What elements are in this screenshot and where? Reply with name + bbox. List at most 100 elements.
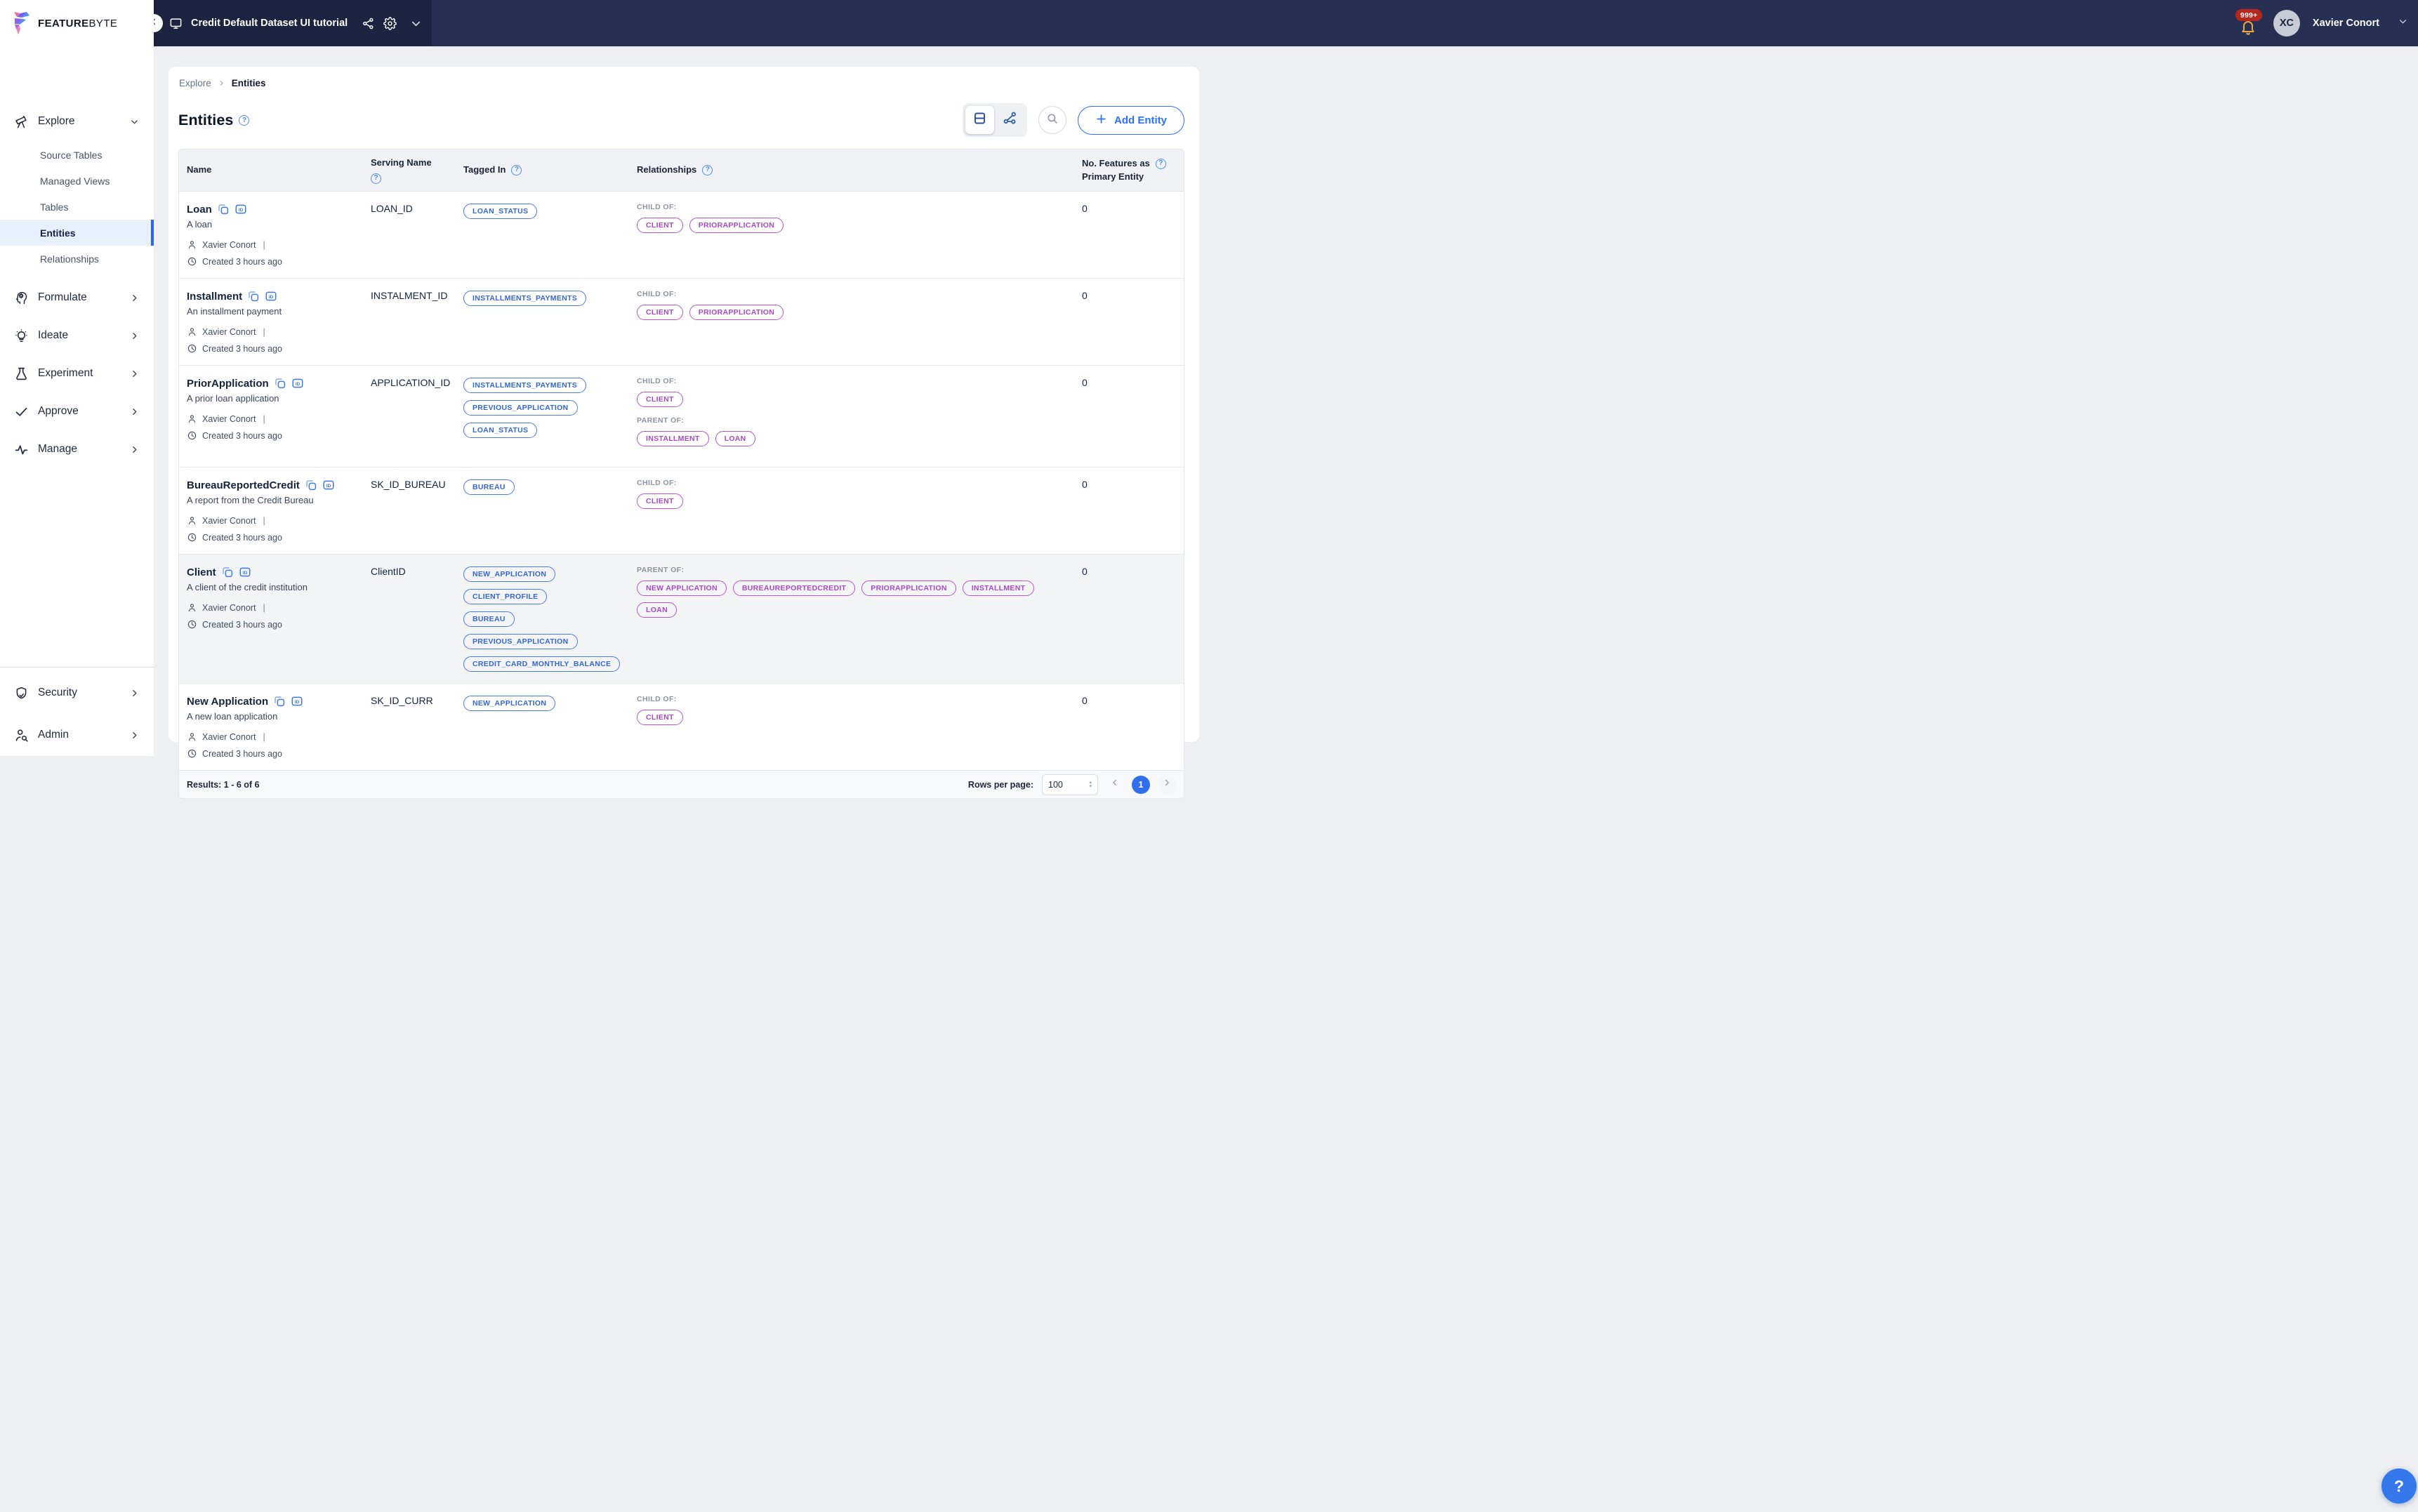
sidebar-item-relationships[interactable]: Relationships — [0, 246, 154, 272]
sidebar-section-ideate[interactable]: Ideate — [0, 319, 154, 352]
features-cell: 0 — [1082, 566, 1184, 672]
featurebyte-logo[interactable]: FEATUREBYTE — [0, 0, 154, 46]
relationship-pill[interactable]: NEW APPLICATION — [637, 581, 727, 596]
sidebar-section-approve[interactable]: Approve — [0, 395, 154, 427]
relationship-pill[interactable]: CLIENT — [637, 218, 683, 233]
relationship-pill[interactable]: CLIENT — [637, 493, 683, 509]
table-body: Loan ID A loan Xavier Conort| Created 3 … — [179, 192, 1184, 770]
tagged-in-pill[interactable]: LOAN_STATUS — [463, 423, 537, 438]
entity-name-link[interactable]: BureauReportedCredit — [187, 479, 300, 491]
sidebar-item-managed-views[interactable]: Managed Views — [0, 168, 154, 194]
relationship-pill[interactable]: CLIENT — [637, 710, 683, 725]
copy-icon[interactable] — [217, 203, 230, 215]
entity-name-link[interactable]: Loan — [187, 204, 212, 215]
relationship-pill[interactable]: INSTALLMENT — [963, 581, 1035, 596]
relationship-pill[interactable]: BUREAUREPORTEDCREDIT — [733, 581, 855, 596]
relationship-pill[interactable]: LOAN — [715, 431, 755, 446]
gear-icon[interactable] — [383, 17, 397, 30]
sidebar-section-explore[interactable]: Explore — [0, 105, 154, 138]
tagged-in-pill[interactable]: PREVIOUS_APPLICATION — [463, 634, 578, 649]
entity-name-link[interactable]: New Application — [187, 696, 268, 708]
relationship-group: CHILD OF:CLIENTPRIORAPPLICATION — [637, 290, 1082, 320]
tagged-in-pill[interactable]: LOAN_STATUS — [463, 204, 537, 219]
help-icon[interactable]: ? — [239, 115, 249, 126]
sidebar-section-label: Ideate — [38, 329, 68, 342]
sidebar-section-formulate[interactable]: Formulate — [0, 281, 154, 314]
relationships-cell: CHILD OF:CLIENT — [637, 479, 1082, 543]
help-icon[interactable]: ? — [702, 165, 713, 175]
id-badge-icon[interactable]: ID — [291, 377, 304, 390]
help-fab-button[interactable]: ? — [2381, 1468, 2417, 1504]
tagged-in-pill[interactable]: CLIENT_PROFILE — [463, 589, 547, 604]
relationship-pill[interactable]: PRIORAPPLICATION — [689, 305, 784, 320]
relationship-pill[interactable]: PRIORAPPLICATION — [689, 218, 784, 233]
tagged-in-pill[interactable]: INSTALLMENTS_PAYMENTS — [463, 378, 586, 393]
copy-icon[interactable] — [247, 290, 260, 303]
relationship-pill[interactable]: LOAN — [637, 602, 677, 618]
tagged-in-pill[interactable]: BUREAU — [463, 479, 515, 495]
column-header-features: No. Features as? Primary Entity — [1082, 150, 1184, 191]
relationship-pill[interactable]: INSTALLMENT — [637, 431, 709, 446]
sidebar-item-source-tables[interactable]: Source Tables — [0, 142, 154, 168]
tagged-in-pill[interactable]: INSTALLMENTS_PAYMENTS — [463, 291, 586, 306]
avatar[interactable]: XC — [2273, 10, 2300, 37]
search-button[interactable] — [1038, 106, 1066, 134]
rows-per-page-stepper[interactable]: ▴▾ — [1089, 781, 1092, 789]
plus-icon — [1095, 113, 1107, 128]
tagged-in-pill[interactable]: NEW_APPLICATION — [463, 696, 555, 711]
sidebar-section-experiment[interactable]: Experiment — [0, 357, 154, 390]
entity-name-link[interactable]: Installment — [187, 291, 242, 303]
tagged-in-pill[interactable]: CREDIT_CARD_MONTHLY_BALANCE — [463, 656, 620, 672]
relationship-pill[interactable]: CLIENT — [637, 305, 683, 320]
id-badge-icon[interactable]: ID — [291, 695, 303, 708]
name-cell: Client ID A client of the credit institu… — [179, 566, 371, 672]
sidebar-section-admin[interactable]: Admin — [0, 717, 154, 753]
page-number-button[interactable]: 1 — [1132, 776, 1150, 794]
sidebar-section-manage[interactable]: Manage — [0, 433, 154, 465]
copy-icon[interactable] — [221, 566, 234, 578]
entity-name-link[interactable]: PriorApplication — [187, 378, 269, 390]
user-menu-button[interactable] — [2398, 16, 2408, 30]
copy-icon[interactable] — [273, 695, 286, 708]
chevron-right-icon — [129, 730, 140, 741]
tagged-in-pill[interactable]: BUREAU — [463, 611, 515, 627]
relationship-pill[interactable]: CLIENT — [637, 392, 683, 407]
id-badge-icon[interactable]: ID — [322, 479, 335, 491]
previous-page-button[interactable] — [1105, 775, 1125, 795]
chevron-down-icon[interactable] — [409, 17, 423, 30]
id-badge-icon[interactable]: ID — [239, 566, 251, 578]
breadcrumb-explore[interactable]: Explore — [179, 78, 211, 88]
sidebar-item-entities[interactable]: Entities — [0, 220, 154, 246]
next-page-button[interactable] — [1157, 775, 1177, 795]
help-icon[interactable]: ? — [371, 173, 381, 184]
tagged-in-pill[interactable]: NEW_APPLICATION — [463, 566, 555, 582]
table-view-toggle[interactable] — [965, 106, 994, 134]
help-icon[interactable]: ? — [511, 165, 522, 175]
clock-icon — [187, 256, 197, 267]
entity-name-link[interactable]: Client — [187, 566, 216, 578]
sidebar-item-tables[interactable]: Tables — [0, 194, 154, 220]
person-icon — [187, 413, 197, 424]
feature-count: 0 — [1082, 694, 1088, 706]
svg-text:ID: ID — [326, 484, 331, 489]
title-controls: Add Entity — [963, 103, 1184, 137]
graph-view-toggle[interactable] — [996, 106, 1024, 134]
notifications-button[interactable]: 999+ — [2235, 8, 2264, 39]
copy-icon[interactable] — [274, 377, 286, 390]
project-selector[interactable]: Credit Default Dataset UI tutorial — [154, 0, 432, 46]
add-entity-button[interactable]: Add Entity — [1078, 106, 1184, 135]
relationship-pill[interactable]: PRIORAPPLICATION — [861, 581, 956, 596]
help-icon[interactable]: ? — [1156, 159, 1166, 169]
id-badge-icon[interactable]: ID — [265, 290, 277, 303]
features-cell: 0 — [1082, 290, 1184, 354]
share-icon[interactable] — [362, 17, 375, 30]
entity-description: A report from the Credit Bureau — [187, 495, 371, 505]
tagged-in-pill[interactable]: PREVIOUS_APPLICATION — [463, 400, 578, 416]
sidebar-section-security[interactable]: Security — [0, 675, 154, 711]
table-header: Name Serving Name ? Tagged In? Relations… — [179, 150, 1184, 192]
copy-icon[interactable] — [305, 479, 317, 491]
id-badge-icon[interactable]: ID — [234, 203, 247, 215]
name-cell: PriorApplication ID A prior loan applica… — [179, 377, 371, 456]
rows-per-page-input[interactable]: 100 ▴▾ — [1042, 774, 1098, 795]
serving-name-cell: LOAN_ID — [371, 203, 463, 267]
